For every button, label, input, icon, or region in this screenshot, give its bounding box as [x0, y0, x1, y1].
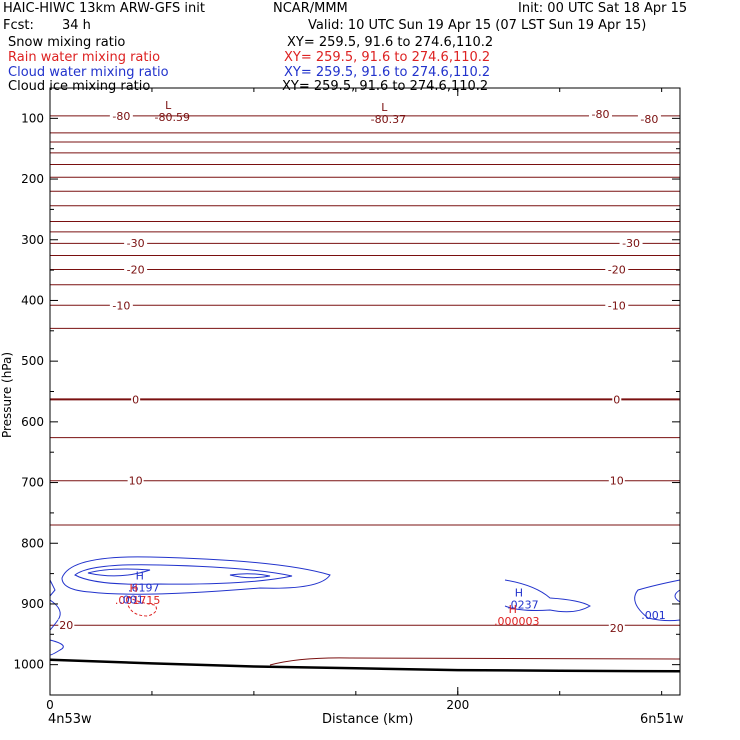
cloud-water-contour [49, 599, 61, 631]
init-time: Init: 00 UTC Sat 18 Apr 15 [518, 1, 688, 16]
y-tick-label: 600 [21, 415, 44, 429]
contour-label: 20 [59, 619, 73, 632]
cloud-water-contour [74, 564, 293, 585]
extremum-symbol: H [136, 570, 144, 583]
extremum-value: .000003 [494, 615, 540, 628]
contour-label: -30 [127, 237, 145, 250]
x-tick-label: 200 [446, 698, 469, 712]
contour-label: -80 [640, 113, 658, 126]
contour-label: -80 [592, 108, 610, 121]
contour-label: 0 [613, 393, 620, 406]
contour-label-bg [608, 474, 625, 487]
contour-label-bg [127, 474, 144, 487]
contour-label-bg [637, 112, 661, 125]
legend-cloudwater-xy: XY= 259.5, 91.6 to 274.6,110.2 [284, 65, 491, 80]
isotherm-contour [269, 657, 681, 666]
extremum-symbol: H [509, 603, 517, 616]
cloud-water-contour [61, 556, 331, 595]
contour-label-bg [131, 393, 141, 406]
y-tick-label: 200 [21, 172, 44, 186]
y-tick-label: 100 [21, 111, 44, 125]
model-title: HAIC-HIWC 13km ARW-GFS init [3, 1, 205, 16]
forecast-label: Fcst: [3, 18, 34, 33]
contour-label: -20 [127, 263, 145, 276]
x-end-location: 6n51w [640, 712, 684, 727]
x-tick-label: 0 [46, 698, 54, 712]
extremum-value: -80.37 [371, 113, 406, 126]
contour-label-bg [109, 299, 133, 312]
cloud-water-contour [634, 579, 681, 622]
contour-label-bg [124, 236, 148, 249]
y-tick-label: 400 [21, 293, 44, 307]
extremum-symbol: L [381, 101, 388, 114]
legend-snow-xy: XY= 259.5, 91.6 to 274.6,110.2 [287, 35, 494, 50]
contour-label: -10 [112, 299, 130, 312]
legend-rain-xy: XY= 259.5, 91.6 to 274.6,110.2 [284, 50, 491, 65]
extremum-symbol: H [129, 582, 137, 595]
y-tick-label: 500 [21, 354, 44, 368]
ground-surface-line [49, 658, 681, 673]
x-start-location: 4n53w [48, 712, 92, 727]
cloud-water-contour [229, 573, 271, 579]
cloud-water-contour [49, 639, 64, 656]
org-label: NCAR/MMM [273, 1, 348, 16]
contour-label: 20 [610, 622, 624, 635]
contour-label: -10 [608, 299, 626, 312]
legend-rain-name: Rain water mixing ratio [8, 50, 161, 65]
rain-water-contour [127, 596, 157, 617]
contour-label-bg [619, 236, 643, 249]
contour-label: 10 [610, 475, 624, 488]
x-axis-label: Distance (km) [322, 712, 414, 727]
valid-time: Valid: 10 UTC Sun 19 Apr 15 (07 LST Sun … [308, 18, 647, 33]
extremum-value: .0237 [507, 599, 539, 612]
extremum-symbol: L [165, 99, 172, 112]
contour-label: -20 [608, 263, 626, 276]
cloud-water-contour [87, 568, 151, 577]
contour-label-bg [58, 619, 75, 632]
y-tick-label: 800 [21, 536, 44, 550]
extremum-value: .001715 [115, 594, 161, 607]
legend-cloudwater-name: Cloud water mixing ratio [8, 65, 169, 80]
contour-label: 0 [132, 393, 139, 406]
y-tick-label: 900 [21, 597, 44, 611]
cloud-water-contour [49, 579, 56, 597]
extremum-value: -80.59 [155, 111, 190, 124]
cloud-water-contour [504, 579, 591, 613]
contour-label-bg [124, 263, 148, 276]
cloud-water-label: .001 [641, 609, 666, 622]
contour-label: -80 [112, 110, 130, 123]
contour-label-bg [605, 299, 629, 312]
y-tick-label: 700 [21, 476, 44, 490]
y-tick-label: 300 [21, 233, 44, 247]
legend-snow-name: Snow mixing ratio [8, 35, 126, 50]
y-tick-label: 1000 [13, 658, 44, 672]
cloud-water-label: .001 [119, 593, 144, 606]
cloud-water-contour [674, 589, 681, 603]
contour-label: 10 [129, 475, 143, 488]
extremum-symbol: H [515, 587, 523, 600]
extremum-value: .6197 [128, 582, 160, 595]
legend-cloudice-xy: XY= 259.5, 91.6 to 274.6,110.2 [282, 79, 489, 94]
contour-label-bg [612, 393, 622, 406]
contour-label-bg [588, 108, 612, 121]
legend-cloudice-name: Cloud ice mixing ratio [8, 79, 151, 94]
contour-label-bg [608, 622, 625, 635]
contour-label-bg [109, 109, 133, 122]
contour-label-bg [605, 263, 629, 276]
forecast-hours: 34 h [62, 18, 91, 33]
contour-label: -30 [622, 237, 640, 250]
